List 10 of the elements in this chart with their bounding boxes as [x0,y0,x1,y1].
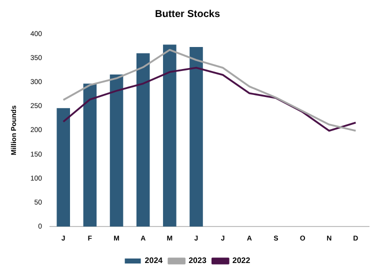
bar [110,74,124,227]
bar [136,53,150,227]
bar [56,108,70,227]
bar [163,44,176,227]
legend-label: 2023 [188,256,207,266]
bar [190,47,203,227]
bar [83,84,97,227]
chart-title: Butter Stocks [154,8,220,20]
legend-label: 2022 [232,256,251,266]
legend-label: 2024 [144,256,164,266]
